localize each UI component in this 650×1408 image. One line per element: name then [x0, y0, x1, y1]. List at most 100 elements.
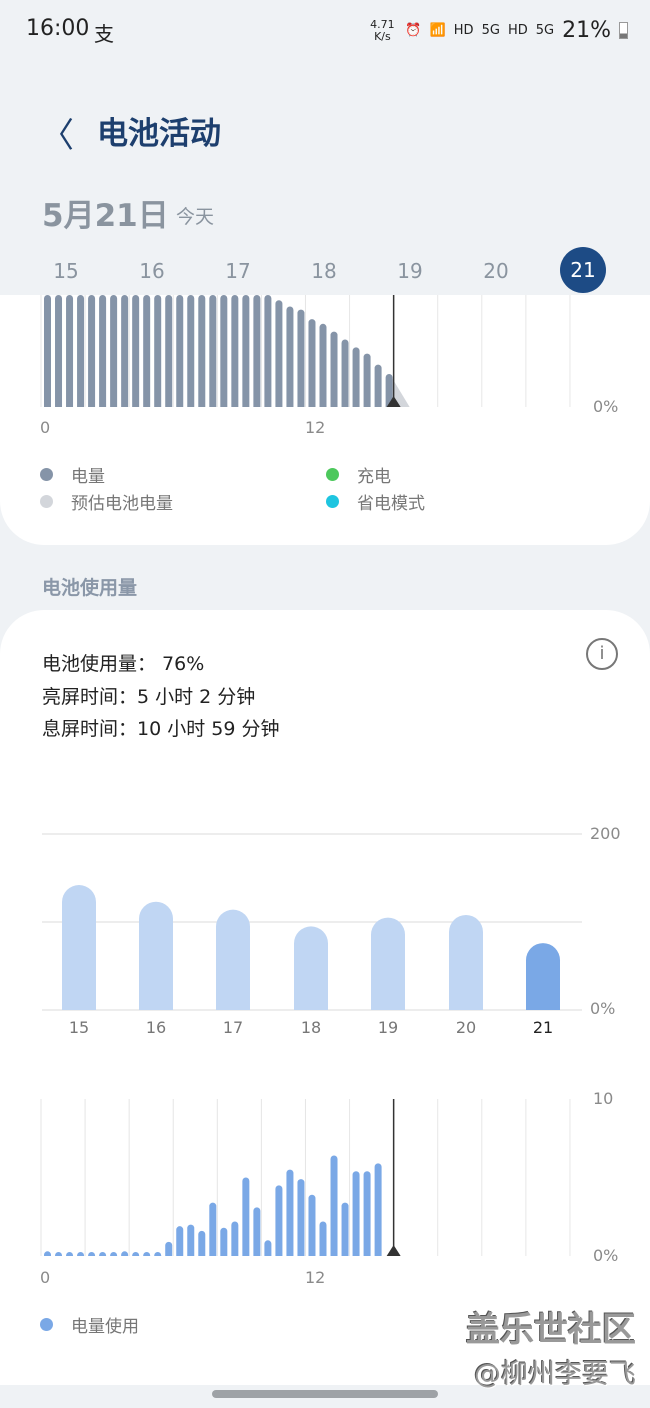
x-tick-20: 20	[455, 1018, 477, 1037]
bar	[110, 1252, 118, 1256]
legend-item: 充电	[326, 462, 391, 487]
bar	[209, 295, 217, 407]
battery-level-chart	[40, 295, 571, 407]
bar	[253, 1207, 261, 1256]
y-tick-0: 0%	[593, 397, 619, 416]
bar	[143, 295, 151, 407]
bar	[187, 1224, 195, 1256]
watermark: 盖乐世社区	[466, 1310, 636, 1350]
weekly-usage-chart	[42, 833, 582, 1011]
day-19[interactable]: 19	[397, 259, 423, 283]
bar-21	[526, 943, 560, 1010]
legend-label: 电量使用	[71, 1317, 139, 1337]
bar	[121, 295, 129, 407]
bar	[352, 1171, 360, 1256]
alarm-icon: ⏰	[405, 23, 422, 38]
day-15[interactable]: 15	[53, 259, 79, 283]
bar	[55, 295, 63, 407]
bar	[132, 295, 140, 407]
status-time: 16:00	[26, 16, 90, 41]
bar	[66, 1252, 74, 1256]
bar	[341, 1202, 349, 1256]
bar	[286, 1169, 294, 1256]
bar	[121, 1251, 129, 1256]
back-button[interactable]: 〈	[40, 116, 74, 156]
x-tick-21: 21	[532, 1018, 554, 1037]
day-17[interactable]: 17	[225, 259, 251, 283]
bar	[176, 295, 184, 407]
day-16[interactable]: 16	[139, 259, 165, 283]
bar	[77, 1252, 85, 1256]
alipay-icon: 支	[94, 22, 114, 46]
bar	[363, 353, 371, 407]
bar	[132, 1252, 140, 1256]
bar-17	[216, 909, 250, 1010]
screen-off-time: 息屏时间：10 小时 59 分钟	[42, 718, 280, 740]
bar-16	[139, 901, 173, 1010]
info-icon[interactable]: i	[586, 638, 618, 670]
screen-on-time: 亮屏时间：5 小时 2 分钟	[42, 686, 256, 708]
wifi-icon: 📶	[429, 23, 446, 38]
bar	[44, 1251, 51, 1256]
legend-usage: 电量使用	[40, 1312, 139, 1337]
bar	[319, 1221, 327, 1256]
section-title: 电池使用量	[42, 577, 138, 599]
5g-signal-icon: 5G	[535, 23, 555, 38]
bar	[330, 1155, 338, 1256]
x-tick-15: 15	[68, 1018, 90, 1037]
bar	[198, 295, 206, 407]
legend-dot	[40, 1318, 53, 1331]
hourly-usage-chart	[40, 1099, 571, 1256]
bar	[88, 1252, 96, 1256]
bar	[264, 1240, 272, 1256]
bar	[264, 295, 272, 407]
legend-label: 省电模式	[357, 494, 425, 514]
x-tick-0: 0	[40, 418, 51, 437]
x-tick-0: 0	[40, 1268, 51, 1287]
bar-19	[371, 917, 405, 1010]
bar	[66, 295, 74, 407]
bar-18	[294, 926, 328, 1010]
bar	[77, 295, 85, 407]
bar-20	[449, 914, 483, 1010]
bar	[44, 295, 51, 407]
x-tick-18: 18	[300, 1018, 322, 1037]
bar	[385, 374, 393, 407]
legend-dot	[40, 468, 53, 481]
bar	[187, 295, 195, 407]
day-20[interactable]: 20	[483, 259, 509, 283]
x-tick-12: 12	[305, 418, 326, 437]
bar	[154, 1252, 162, 1256]
bar	[143, 1252, 151, 1256]
day-21[interactable]: 21	[560, 247, 606, 293]
battery-icon	[619, 22, 628, 39]
watermark-author: @柳州李要飞	[474, 1359, 636, 1390]
legend-label: 预估电池电量	[71, 494, 173, 514]
bar	[220, 295, 228, 407]
bar	[220, 1227, 228, 1256]
legend-label: 电量	[71, 467, 105, 487]
bar	[286, 306, 294, 407]
bar	[275, 300, 283, 407]
bar	[209, 1202, 217, 1256]
bar	[165, 1241, 173, 1256]
x-tick-17: 17	[222, 1018, 244, 1037]
bar	[154, 295, 162, 407]
bar	[297, 309, 305, 407]
legend-item: 电量	[40, 462, 105, 487]
bar	[99, 295, 107, 407]
bar	[275, 1185, 283, 1256]
day-18[interactable]: 18	[311, 259, 337, 283]
now-marker	[386, 396, 401, 407]
bar	[374, 364, 382, 407]
home-gesture-bar[interactable]	[212, 1390, 438, 1398]
bar	[341, 339, 349, 407]
bar	[88, 295, 96, 407]
hd-icon: HD	[507, 23, 528, 38]
legend-item: 预估电池电量	[40, 489, 173, 514]
hd-icon: HD	[453, 23, 474, 38]
bar	[308, 1194, 316, 1256]
bar	[363, 1171, 371, 1256]
x-tick-16: 16	[145, 1018, 167, 1037]
legend-dot	[326, 495, 339, 508]
